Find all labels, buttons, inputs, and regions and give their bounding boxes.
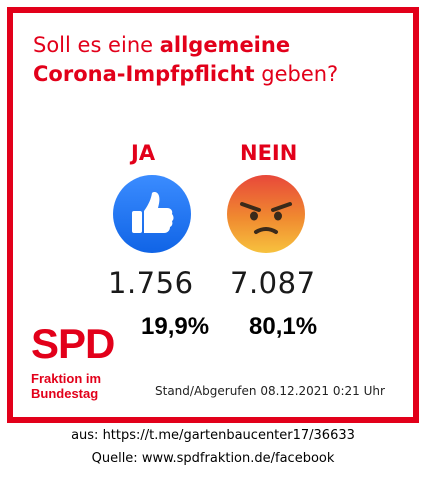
question-line-2: Corona-Impfpflicht geben?	[33, 60, 403, 89]
question-bold-2: Corona-Impfpflicht	[33, 62, 255, 86]
vote-percent-nein: 80,1%	[249, 313, 318, 340]
poll-card: Soll es eine allgemeine Corona-Impfpflic…	[7, 7, 419, 423]
timestamp: Stand/Abgerufen 08.12.2021 0:21 Uhr	[155, 384, 385, 398]
poll-question: Soll es eine allgemeine Corona-Impfpflic…	[33, 31, 403, 89]
vote-percent-ja: 19,9%	[141, 313, 210, 340]
spd-logo: SPD Fraktion im Bundestag	[31, 320, 115, 402]
question-prefix: Soll es eine	[33, 33, 160, 57]
option-label-ja: JA	[131, 141, 156, 165]
like-icon	[113, 175, 191, 253]
question-line-1: Soll es eine allgemeine	[33, 31, 403, 60]
source-caption-1: aus: https://t.me/gartenbaucenter17/3663…	[71, 428, 355, 443]
logo-wordmark: SPD	[31, 320, 115, 367]
logo-subtitle: Fraktion im Bundestag	[31, 371, 102, 401]
question-suffix: geben?	[254, 62, 339, 86]
source-caption-2: Quelle: www.spdfraktion.de/facebook	[91, 451, 335, 466]
question-bold-1: allgemeine	[159, 33, 291, 57]
option-label-nein: NEIN	[240, 141, 298, 165]
vote-count-ja: 1.756	[108, 266, 194, 300]
vote-count-nein: 7.087	[230, 266, 316, 300]
angry-face-icon	[227, 175, 305, 253]
